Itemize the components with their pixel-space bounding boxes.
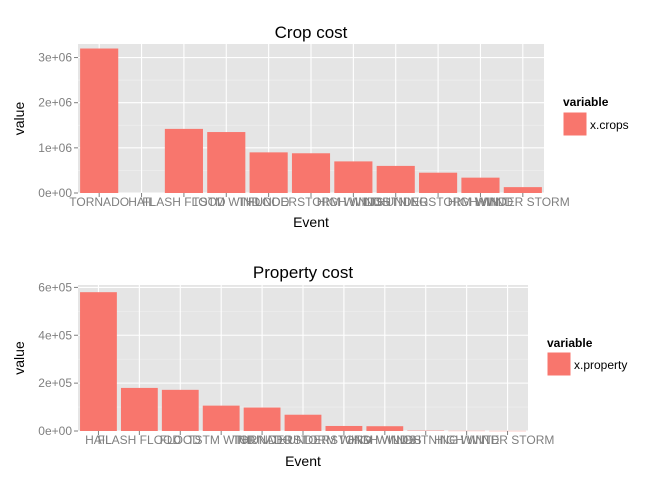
x-tick-label: WINTER STORM xyxy=(476,195,570,209)
bar xyxy=(461,178,499,193)
chart-title: Property cost xyxy=(253,263,353,282)
y-tick-label: 2e+06 xyxy=(38,96,72,110)
bar xyxy=(326,426,363,431)
y-tick-label: 0e+00 xyxy=(38,186,72,200)
bar xyxy=(162,390,199,431)
legend: variable x.property xyxy=(547,336,627,376)
bar xyxy=(292,153,330,193)
bar xyxy=(207,132,245,193)
bar xyxy=(250,152,288,193)
chart-title: Crop cost xyxy=(275,23,348,42)
y-axis-label: value xyxy=(11,341,27,375)
bar xyxy=(285,415,322,431)
legend-swatch xyxy=(548,353,571,376)
bar xyxy=(244,408,281,431)
bar xyxy=(366,426,403,431)
x-tick-label: TORNADO xyxy=(69,195,129,209)
y-tick-label: 6e+05 xyxy=(38,280,72,294)
bar xyxy=(334,161,372,193)
bar xyxy=(203,406,240,431)
legend: variable x.crops xyxy=(563,95,629,136)
bar xyxy=(419,173,457,193)
y-tick-label: 4e+05 xyxy=(38,328,72,342)
y-tick-label: 2e+05 xyxy=(38,376,72,390)
y-tick-label: 3e+06 xyxy=(38,51,72,65)
bar xyxy=(121,388,158,431)
x-tick-label: WINTER STORM xyxy=(461,433,555,447)
bar xyxy=(80,292,117,431)
bar xyxy=(504,187,542,193)
bar xyxy=(80,49,118,193)
legend-title: variable xyxy=(547,336,593,350)
y-axis-label: value xyxy=(11,102,27,136)
x-axis-label: Event xyxy=(293,214,329,230)
bar xyxy=(165,129,203,193)
legend-swatch xyxy=(564,113,587,136)
legend-title: variable xyxy=(563,95,609,109)
y-tick-label: 0e+00 xyxy=(38,424,72,438)
y-tick-label: 1e+06 xyxy=(38,141,72,155)
bar xyxy=(377,166,415,193)
x-axis-label: Event xyxy=(285,453,321,469)
legend-entry-label: x.property xyxy=(574,358,627,372)
legend-entry-label: x.crops xyxy=(590,118,629,132)
